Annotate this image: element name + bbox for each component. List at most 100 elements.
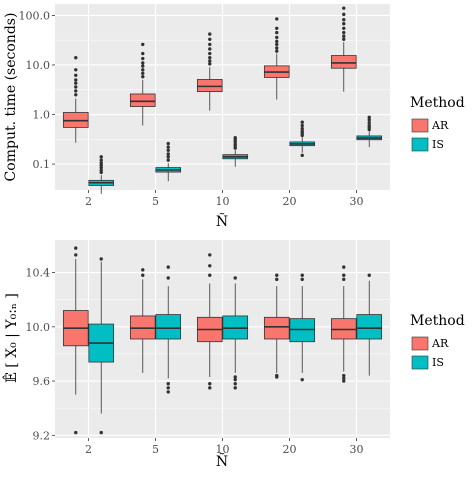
outlier-point <box>141 68 145 72</box>
x-tick-label: 20 <box>283 195 297 208</box>
top-panel: 0.1 1.0 10.0 100.0 2 5 10 20 30 Comput. time (s… <box>3 4 390 230</box>
box-body <box>356 314 383 340</box>
top-legend-label-ar: AR <box>431 119 449 132</box>
outlier-point <box>233 375 237 379</box>
bottom-y-axis-title: 𝔼̂ [ X₀ | Y₀:ₙ ] <box>1 293 20 383</box>
outlier-point <box>74 85 78 89</box>
outlier-point <box>275 277 279 282</box>
outlier-point <box>275 46 279 50</box>
bottom-legend-key-is <box>411 355 429 370</box>
outlier-point <box>342 34 346 38</box>
x-tick-label: 20 <box>283 443 297 456</box>
box-is-5 <box>155 265 182 394</box>
x-tick-label: 30 <box>350 443 364 456</box>
bottom-y-tick-labels: 9.2 9.6 10.0 10.4 <box>26 267 55 442</box>
outlier-point <box>166 265 170 269</box>
outlier-point <box>275 35 279 40</box>
outlier-point <box>74 81 78 85</box>
bottom-legend-title: Method <box>410 313 465 329</box>
outlier-point <box>233 386 237 390</box>
outlier-point <box>166 390 170 394</box>
outlier-point <box>141 71 145 75</box>
outlier-point <box>166 276 170 280</box>
outlier-point <box>233 382 237 386</box>
outlier-point <box>208 273 212 277</box>
box-body <box>330 55 357 69</box>
top-legend-title: Method <box>410 95 465 111</box>
box-ar-10 <box>196 32 223 111</box>
outlier-point <box>74 246 78 250</box>
x-tick-label: 10 <box>216 195 230 208</box>
box-is-2 <box>88 155 115 194</box>
x-tick-label: 30 <box>350 195 364 208</box>
outlier-point <box>275 42 279 47</box>
outlier-point <box>342 265 346 269</box>
outlier-point <box>300 126 304 131</box>
outlier-point <box>166 148 170 152</box>
outlier-point <box>275 17 279 21</box>
box-is-10 <box>222 276 249 390</box>
outlier-point <box>300 123 304 128</box>
outlier-point <box>275 26 279 30</box>
outlier-point <box>367 115 371 119</box>
outlier-point <box>208 47 212 51</box>
bottom-legend: Method AR IS <box>410 313 465 370</box>
x-tick-label: 2 <box>85 195 92 208</box>
bottom-legend-label-ar: AR <box>431 337 449 350</box>
x-tick-label: 2 <box>85 443 92 456</box>
outlier-point <box>367 273 371 277</box>
outlier-point <box>300 277 304 282</box>
outlier-point <box>342 37 346 41</box>
top-boxplots <box>62 6 383 194</box>
outlier-point <box>342 373 346 378</box>
outlier-point <box>208 56 212 60</box>
box-is-20 <box>289 273 316 382</box>
outlier-point <box>342 12 346 17</box>
y-tick-label: 9.6 <box>33 375 51 388</box>
box-ar-10 <box>196 253 223 390</box>
outlier-point <box>166 158 170 162</box>
box-is-5 <box>155 141 182 182</box>
box-body <box>196 79 223 93</box>
outlier-point <box>342 6 346 10</box>
outlier-point <box>99 165 103 170</box>
outlier-point <box>342 26 346 30</box>
outlier-point <box>275 30 279 35</box>
outlier-point <box>74 56 78 60</box>
outlier-point <box>166 141 170 146</box>
y-tick-label: 10.0 <box>26 321 51 334</box>
bottom-legend-label-is: IS <box>432 356 444 369</box>
outlier-point <box>233 142 237 147</box>
top-legend: Method AR IS <box>410 95 465 152</box>
outlier-point <box>99 161 103 165</box>
outlier-point <box>367 118 371 122</box>
outlier-point <box>342 17 346 22</box>
outlier-point <box>141 61 145 65</box>
box-ar-2 <box>62 246 89 435</box>
outlier-point <box>342 22 346 26</box>
outlier-point <box>141 56 145 61</box>
box-ar-30 <box>330 265 357 383</box>
outlier-point <box>300 377 304 382</box>
outlier-point <box>208 264 212 268</box>
outlier-point <box>74 89 78 93</box>
bottom-boxplots <box>62 246 383 435</box>
outlier-point <box>166 382 170 386</box>
outlier-point <box>300 153 304 158</box>
y-tick-label: 9.2 <box>33 429 51 442</box>
outlier-point <box>275 273 279 277</box>
outlier-point <box>74 93 78 97</box>
y-tick-label: 10.0 <box>26 59 51 72</box>
outlier-point <box>208 51 212 56</box>
outlier-point <box>141 268 145 272</box>
box-ar-2 <box>62 56 89 143</box>
outlier-point <box>166 155 170 159</box>
outlier-point <box>208 253 212 257</box>
outlier-point <box>275 373 279 378</box>
box-is-30 <box>356 273 383 376</box>
y-tick-label: 10.4 <box>26 267 51 280</box>
outlier-point <box>367 123 371 128</box>
box-ar-30 <box>330 6 357 92</box>
outlier-point <box>208 32 212 36</box>
box-is-20 <box>289 120 316 158</box>
